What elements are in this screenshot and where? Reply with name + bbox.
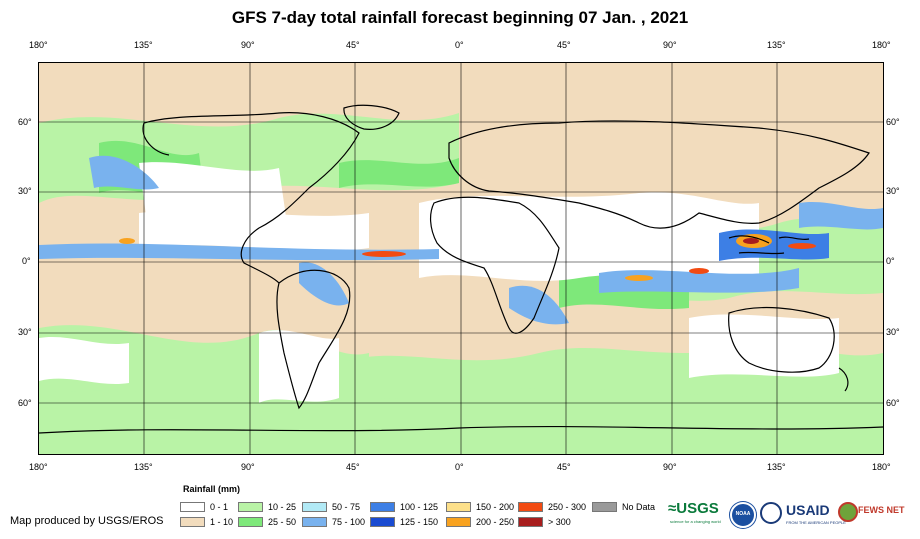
coastline-north-america <box>142 112 360 284</box>
legend-swatch <box>446 517 471 527</box>
usgs-logo-text: ≈USGS <box>668 500 719 517</box>
coastline-greenland <box>343 104 400 130</box>
rainfall-map-canvas <box>39 63 883 454</box>
lon-label-bottom: 45° <box>346 462 360 472</box>
lon-label-bottom: 0° <box>455 462 464 472</box>
lat-label-left: 60° <box>18 117 32 127</box>
lon-label-top: 135° <box>134 40 153 50</box>
usaid-logo: USAID FROM THE AMERICAN PEOPLE <box>786 502 846 530</box>
lon-label-top: 45° <box>346 40 360 50</box>
lon-label-bottom: 45° <box>557 462 571 472</box>
legend-swatch <box>238 502 263 512</box>
lon-label-bottom: 180° <box>872 462 891 472</box>
legend-label: 100 - 125 <box>400 502 439 512</box>
dry-south-pacific <box>39 336 129 385</box>
lat-label-right: 60° <box>886 117 900 127</box>
graticule <box>39 63 883 454</box>
legend-swatch <box>180 502 205 512</box>
rain-core-central-pacific <box>119 238 135 244</box>
legend-swatch <box>302 502 327 512</box>
legend-swatch <box>180 517 205 527</box>
rain-heavy-itcz-pacific <box>39 243 439 261</box>
coastline-eurasia <box>448 120 870 229</box>
lat-label-left: 0° <box>22 256 31 266</box>
rain-core-atlantic-itcz <box>362 251 406 257</box>
coastline-australia <box>728 306 835 373</box>
lon-label-bottom: 135° <box>134 462 153 472</box>
lon-label-top: 0° <box>455 40 464 50</box>
lon-label-top: 45° <box>557 40 571 50</box>
rain-heavy-amazon <box>299 262 349 306</box>
dry-australia <box>689 314 839 378</box>
lat-label-left: 60° <box>18 398 32 408</box>
legend-label: 150 - 200 <box>476 502 515 512</box>
lat-label-right: 30° <box>886 327 900 337</box>
legend-swatch <box>592 502 617 512</box>
lon-label-top: 180° <box>29 40 48 50</box>
rain-core-borneo-max <box>743 238 759 244</box>
legend-title: Rainfall (mm) <box>183 484 241 494</box>
dry-africa-asia <box>419 192 759 281</box>
lat-label-left: 30° <box>18 186 32 196</box>
rain-core-pacific-equatorial <box>788 243 816 249</box>
map-title: GFS 7-day total rainfall forecast beginn… <box>231 8 689 27</box>
coastline-south-america <box>276 269 351 410</box>
legend-label: 50 - 75 <box>332 502 361 512</box>
noaa-logo: NOAA <box>730 502 756 528</box>
lon-label-bottom: 90° <box>241 462 255 472</box>
legend-label: 1 - 10 <box>210 517 234 527</box>
coastlines <box>39 104 883 434</box>
usaid-logo-text: USAID <box>786 502 830 518</box>
legend-label: 200 - 250 <box>476 517 515 527</box>
legend-swatch <box>446 502 471 512</box>
rain-heavy-northwest-pacific <box>89 155 159 190</box>
fewsnet-globe-icon <box>838 502 858 522</box>
legend-swatch <box>370 517 395 527</box>
usgs-logo: ≈USGS science for a changing world <box>668 500 728 530</box>
noaa-logo-text: NOAA <box>735 511 751 517</box>
legend-swatch <box>370 502 395 512</box>
lon-label-top: 90° <box>241 40 255 50</box>
coastline-africa <box>430 196 560 334</box>
legend-label: 25 - 50 <box>268 517 297 527</box>
legend-label: 125 - 150 <box>400 517 439 527</box>
legend-swatch <box>302 517 327 527</box>
legend-label: 250 - 300 <box>548 502 587 512</box>
lat-label-right: 0° <box>886 256 895 266</box>
legend-swatch <box>238 517 263 527</box>
lon-label-bottom: 90° <box>663 462 677 472</box>
rain-heavy-west-pacific-north <box>799 201 883 230</box>
rain-heavy-indian-ocean-band <box>599 268 799 293</box>
legend-swatch <box>518 517 543 527</box>
legend-swatch <box>518 502 543 512</box>
legend-label: 10 - 25 <box>268 502 297 512</box>
lon-label-bottom: 135° <box>767 462 786 472</box>
lat-label-left: 30° <box>18 327 32 337</box>
rain-core-indian-ocean-east <box>689 268 709 274</box>
legend-label: No Data <box>622 502 656 512</box>
dry-subtropical-pacific <box>139 210 369 251</box>
lat-label-right: 60° <box>886 398 900 408</box>
legend-label: 75 - 100 <box>332 517 366 527</box>
lon-label-bottom: 180° <box>29 462 48 472</box>
legend-label: > 300 <box>548 517 571 527</box>
map-credit: Map produced by USGS/EROS <box>10 515 164 527</box>
dry-south-america-south <box>259 330 339 403</box>
usgs-tagline: science for a changing world <box>670 519 721 524</box>
coastline-new-zealand <box>838 367 849 392</box>
rain-core-indian-ocean <box>625 275 653 281</box>
usaid-seal-icon <box>760 502 782 524</box>
lon-label-top: 135° <box>767 40 786 50</box>
lon-label-top: 90° <box>663 40 677 50</box>
rain-field-north-atlantic <box>339 158 459 188</box>
lat-label-right: 30° <box>886 186 900 196</box>
coastline-indonesia <box>728 235 810 255</box>
rainfall-map <box>38 62 884 455</box>
coastline-antarctica <box>39 425 883 434</box>
usaid-tagline: FROM THE AMERICAN PEOPLE <box>786 520 846 525</box>
fewsnet-logo-text: FEWS NET <box>858 505 905 515</box>
lon-label-top: 180° <box>872 40 891 50</box>
legend-label: 0 - 1 <box>210 502 229 512</box>
